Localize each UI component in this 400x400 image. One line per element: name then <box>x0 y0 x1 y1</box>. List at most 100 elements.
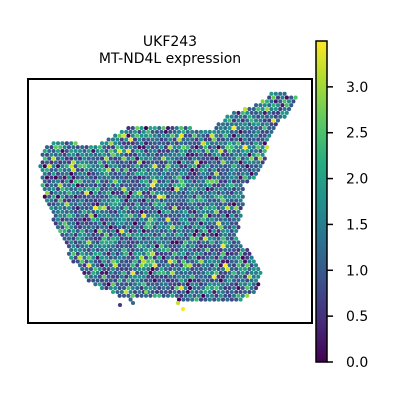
expression-spot <box>124 244 129 249</box>
expression-spot <box>238 198 243 203</box>
expression-spot <box>119 267 124 272</box>
expression-spot <box>229 274 234 279</box>
expression-spot <box>128 228 133 234</box>
expression-spot <box>174 225 179 230</box>
expression-spot <box>181 221 186 226</box>
expression-spot <box>174 179 179 184</box>
expression-spot <box>227 225 232 230</box>
expression-spot <box>203 129 208 134</box>
expression-spot <box>150 145 155 150</box>
expression-spot <box>117 202 122 207</box>
expression-spot <box>190 267 195 272</box>
expression-spot <box>229 167 234 173</box>
expression-spot <box>148 187 153 192</box>
expression-spot <box>135 171 140 176</box>
expression-spot <box>84 190 89 195</box>
expression-spot <box>51 202 56 207</box>
expression-spot <box>117 278 122 283</box>
expression-spot <box>62 152 67 157</box>
expression-spot <box>258 164 263 169</box>
expression-spot <box>207 228 212 234</box>
expression-spot <box>150 267 155 272</box>
expression-spot <box>157 209 162 214</box>
expression-spot <box>183 247 188 253</box>
expression-spot <box>205 148 210 154</box>
expression-spot <box>119 236 124 241</box>
expression-spot <box>190 137 195 142</box>
expression-spot <box>104 278 109 283</box>
expression-spot <box>249 141 254 146</box>
expression-spot <box>273 122 278 127</box>
expression-spot <box>225 160 230 165</box>
expression-spot <box>119 244 124 249</box>
expression-spot <box>106 282 111 287</box>
expression-spot <box>170 278 175 283</box>
expression-spot <box>157 194 162 199</box>
expression-spot <box>126 263 131 268</box>
expression-spot <box>108 156 113 161</box>
expression-spot <box>234 160 239 165</box>
expression-spot <box>88 152 94 157</box>
expression-spot <box>170 194 175 199</box>
expression-spot <box>106 244 111 249</box>
expression-spot <box>185 160 190 165</box>
expression-spot <box>172 190 177 195</box>
expression-spot <box>227 286 232 291</box>
expression-spot <box>143 126 149 131</box>
expression-spot <box>203 206 208 211</box>
expression-spot <box>179 171 184 176</box>
expression-spot <box>128 198 133 203</box>
expression-spot <box>187 217 193 222</box>
expression-spot <box>245 118 250 123</box>
expression-spot <box>40 160 45 165</box>
expression-spot <box>216 297 221 302</box>
expression-spot <box>126 126 131 131</box>
expression-spot <box>223 278 228 283</box>
expression-spot <box>93 228 98 234</box>
expression-spot <box>121 156 127 161</box>
expression-spot <box>192 187 197 192</box>
expression-spot <box>205 202 210 207</box>
expression-spot <box>231 278 237 283</box>
expression-spot <box>135 133 140 138</box>
expression-spot <box>205 141 210 146</box>
expression-spot <box>110 236 116 241</box>
expression-spot <box>161 148 166 154</box>
expression-spot <box>135 270 140 275</box>
expression-spot <box>139 126 144 131</box>
expression-spot <box>229 297 234 302</box>
expression-spot <box>130 202 135 207</box>
expression-spot <box>179 126 184 131</box>
expression-spot <box>203 175 208 180</box>
expression-spot <box>75 244 80 249</box>
expression-spot <box>150 289 155 295</box>
expression-spot <box>154 251 160 256</box>
expression-spot <box>124 289 129 295</box>
expression-spot <box>192 263 197 268</box>
expression-spot <box>146 183 151 188</box>
expression-spot <box>214 133 219 138</box>
expression-spot <box>130 156 135 161</box>
expression-spot <box>135 255 140 260</box>
expression-spot <box>238 122 243 127</box>
expression-spot <box>220 122 226 127</box>
expression-spot <box>238 289 243 295</box>
expression-spot <box>53 167 58 173</box>
expression-spot <box>168 251 173 256</box>
expression-spot <box>223 148 228 154</box>
expression-spot <box>249 270 254 275</box>
expression-spot <box>242 175 248 180</box>
expression-spot <box>152 148 157 154</box>
expression-spot <box>152 187 157 192</box>
expression-spot <box>148 293 153 298</box>
expression-spot <box>231 156 237 161</box>
expression-spot <box>97 244 102 249</box>
expression-spot <box>201 133 206 138</box>
expression-spot <box>143 293 149 298</box>
expression-spot <box>198 129 204 134</box>
expression-spot <box>220 145 226 150</box>
expression-spot <box>49 190 54 195</box>
expression-spot <box>192 232 197 237</box>
expression-spot <box>240 126 245 131</box>
expression-spot <box>157 202 162 207</box>
